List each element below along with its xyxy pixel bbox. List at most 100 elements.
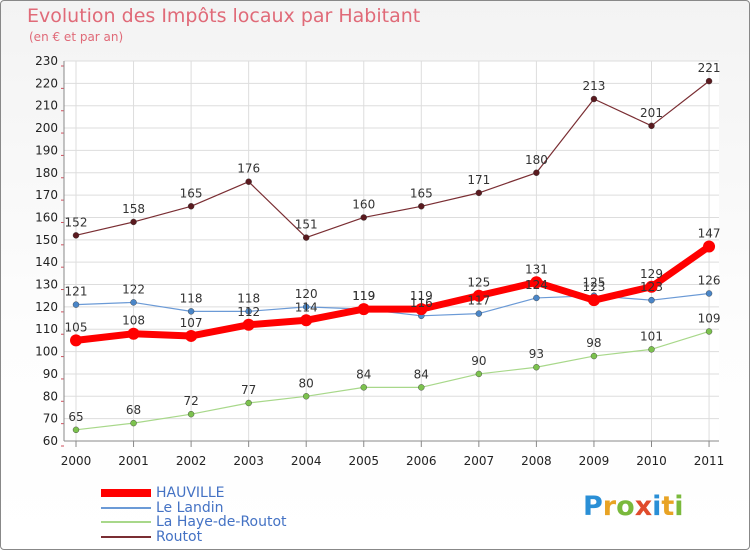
data-label-hauville: 119 <box>410 289 433 303</box>
y-tick-label: 190 <box>35 143 58 157</box>
y-tick-label: 70 <box>43 412 58 426</box>
data-point-le-landin <box>475 310 483 317</box>
data-point-routot <box>705 77 713 85</box>
data-label-hauville: 125 <box>467 276 490 290</box>
data-point-la-haye-de-routot <box>187 410 195 418</box>
data-label-le-landin: 123 <box>640 280 663 294</box>
data-label-routot: 165 <box>410 186 433 200</box>
data-point-hauville <box>645 280 658 293</box>
chart-legend: HAUVILLE Le Landin La Haye-de-Routot Routot <box>101 486 287 544</box>
legend-item: Le Landin <box>101 501 287 516</box>
logo-letter: i <box>652 491 662 522</box>
data-point-le-landin <box>72 301 80 308</box>
data-label-routot: 158 <box>122 202 145 216</box>
data-point-routot <box>590 95 598 103</box>
y-tick-label: 140 <box>35 255 58 269</box>
y-tick-label: 180 <box>35 166 58 180</box>
legend-item: La Haye-de-Routot <box>101 515 287 530</box>
data-label-la-haye-de-routot: 101 <box>640 329 663 343</box>
data-point-la-haye-de-routot <box>648 346 655 353</box>
y-tick-label: 160 <box>35 210 58 224</box>
data-label-hauville: 129 <box>640 267 663 281</box>
x-tick-label: 2003 <box>233 454 264 468</box>
y-tick-label: 130 <box>35 278 58 292</box>
data-point-hauville <box>472 289 485 302</box>
legend-label: HAUVILLE <box>156 485 225 502</box>
logo-letter: P <box>583 491 603 522</box>
y-tick-label: 230 <box>35 54 58 68</box>
data-point-hauville <box>703 240 716 253</box>
data-point-hauville <box>185 329 198 342</box>
data-point-hauville <box>300 314 313 327</box>
data-label-routot: 201 <box>640 106 663 120</box>
x-tick-label: 2004 <box>291 454 322 468</box>
data-point-routot <box>303 234 310 241</box>
data-point-la-haye-de-routot <box>72 426 80 434</box>
data-label-routot: 176 <box>237 162 260 176</box>
x-tick-label: 2007 <box>464 454 495 468</box>
data-point-routot <box>130 218 137 226</box>
data-point-la-haye-de-routot <box>475 370 483 378</box>
data-label-le-landin: 126 <box>698 273 721 287</box>
legend-swatch <box>101 506 151 509</box>
data-point-hauville <box>357 303 370 316</box>
logo-letter: r <box>602 491 617 522</box>
data-point-le-landin <box>705 290 713 297</box>
data-label-la-haye-de-routot: 68 <box>126 403 141 417</box>
data-point-routot <box>245 178 252 185</box>
x-tick-label: 2005 <box>348 454 379 468</box>
y-tick-label: 90 <box>43 367 58 381</box>
y-tick-label: 220 <box>35 76 58 90</box>
series-line-la-haye-de-routot <box>75 330 710 431</box>
data-point-la-haye-de-routot <box>533 364 540 371</box>
y-tick-label: 80 <box>43 389 58 403</box>
data-label-routot: 221 <box>698 61 721 75</box>
data-label-hauville: 114 <box>295 300 318 314</box>
data-label-le-landin: 121 <box>65 285 88 299</box>
logo-letter: i <box>674 491 684 522</box>
legend-swatch <box>101 521 151 524</box>
data-label-la-haye-de-routot: 84 <box>414 367 429 381</box>
data-point-routot <box>418 203 425 210</box>
data-label-hauville: 108 <box>122 314 145 328</box>
data-label-la-haye-de-routot: 84 <box>356 367 371 381</box>
legend-swatch <box>101 535 151 538</box>
data-label-routot: 152 <box>65 215 88 229</box>
x-tick-label: 2000 <box>61 454 92 468</box>
data-label-le-landin: 120 <box>295 287 318 301</box>
y-tick-label: 170 <box>35 188 58 202</box>
legend-item: HAUVILLE <box>101 486 287 501</box>
data-point-hauville <box>242 318 255 331</box>
data-label-le-landin: 118 <box>237 291 260 305</box>
proxiti-logo: Proxiti <box>583 491 684 522</box>
data-label-hauville: 107 <box>180 316 203 330</box>
x-tick-label: 2001 <box>118 454 149 468</box>
data-point-le-landin <box>648 296 655 304</box>
legend-swatch <box>101 489 151 498</box>
data-point-hauville <box>415 303 428 316</box>
data-label-hauville: 119 <box>352 289 375 303</box>
data-point-hauville <box>70 334 82 347</box>
x-tick-label: 2011 <box>694 454 725 468</box>
data-label-la-haye-de-routot: 80 <box>299 376 314 390</box>
chart-subtitle: (en € et par an) <box>29 30 124 44</box>
data-label-le-landin: 119 <box>352 289 375 303</box>
x-tick-label: 2009 <box>579 454 610 468</box>
data-point-le-landin <box>130 299 137 306</box>
logo-letter: o <box>616 491 635 522</box>
data-label-le-landin: 124 <box>525 278 548 292</box>
data-label-routot: 160 <box>352 197 375 211</box>
legend-label: La Haye-de-Routot <box>156 514 287 531</box>
data-point-routot <box>360 214 367 221</box>
y-tick-label: 110 <box>35 322 58 336</box>
data-point-routot <box>533 169 540 176</box>
data-point-la-haye-de-routot <box>705 328 713 335</box>
data-label-le-landin: 117 <box>467 294 490 308</box>
x-tick-label: 2010 <box>636 454 667 468</box>
logo-letter: x <box>634 491 653 522</box>
data-label-la-haye-de-routot: 77 <box>241 383 256 397</box>
data-label-hauville: 123 <box>582 280 605 294</box>
series-line-routot <box>75 80 710 239</box>
data-label-la-haye-de-routot: 93 <box>529 347 544 361</box>
